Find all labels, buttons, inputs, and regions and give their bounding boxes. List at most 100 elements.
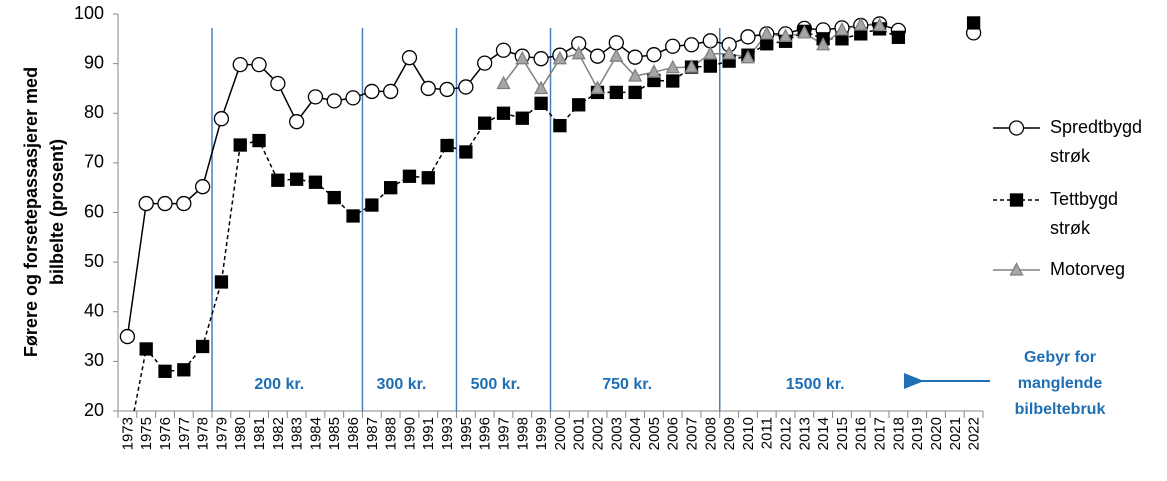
point — [722, 45, 737, 60]
x-tick-label: 1984 — [307, 417, 324, 450]
point — [402, 169, 417, 183]
point — [553, 119, 567, 133]
point — [533, 51, 549, 67]
point — [609, 48, 624, 62]
x-tick-label: 1973 — [119, 417, 136, 450]
y-tick-label: 30 — [84, 350, 104, 370]
x-tick-label: 1987 — [364, 417, 381, 450]
point — [420, 80, 436, 97]
point — [327, 190, 341, 205]
point — [232, 56, 248, 73]
point — [515, 50, 530, 65]
x-tick-label: 1977 — [176, 417, 193, 450]
point — [760, 37, 774, 51]
point — [683, 37, 700, 53]
point — [308, 175, 323, 189]
point — [158, 364, 172, 378]
point — [797, 24, 812, 39]
x-tick-label: 1998 — [514, 417, 531, 450]
y-axis-label: bilbelte (prosent) — [47, 139, 67, 285]
point — [627, 49, 643, 65]
point — [891, 30, 906, 44]
point — [440, 138, 454, 153]
point — [233, 138, 247, 152]
y-tick-label: 40 — [84, 301, 104, 321]
point — [383, 83, 399, 100]
x-tick-label: 1993 — [439, 417, 456, 450]
x-tick-label: 2021 — [947, 417, 964, 450]
point — [401, 50, 418, 66]
x-tick-label: 2019 — [909, 417, 926, 450]
x-tick-label: 1975 — [138, 417, 155, 450]
x-tick-label: 1986 — [345, 417, 362, 450]
point — [665, 59, 680, 74]
x-tick-label: 2013 — [796, 417, 813, 450]
point — [176, 195, 192, 212]
y-tick-label: 70 — [84, 152, 104, 172]
x-tick-label: 1997 — [495, 417, 512, 450]
y-axis-label: Førere og forsetepassasjerer med — [21, 67, 41, 357]
x-tick-label: 2000 — [552, 417, 569, 450]
point — [213, 111, 230, 127]
y-tick-label: 20 — [84, 400, 104, 420]
y-tick-label: 50 — [84, 251, 104, 271]
x-tick-label: 2016 — [853, 417, 870, 450]
point — [646, 64, 661, 78]
point — [628, 85, 642, 100]
point — [270, 75, 286, 92]
x-tick-label: 2017 — [872, 417, 889, 450]
x-tick-label: 1982 — [270, 417, 287, 450]
point — [251, 56, 267, 73]
point — [646, 47, 662, 63]
point — [177, 363, 191, 377]
legend-marker — [1009, 262, 1024, 276]
point — [684, 59, 699, 73]
x-tick-label: 2001 — [571, 417, 588, 450]
x-tick-label: 1978 — [195, 417, 212, 450]
point — [495, 42, 512, 58]
point — [364, 83, 380, 100]
point — [966, 16, 981, 30]
point — [458, 79, 474, 95]
point — [138, 195, 154, 212]
x-tick-label: 1979 — [213, 417, 230, 450]
x-tick-label: 2008 — [702, 417, 719, 450]
point — [326, 93, 342, 109]
x-tick-label: 2007 — [684, 417, 701, 450]
period-label: 500 kr. — [471, 376, 521, 393]
point — [214, 275, 229, 289]
x-tick-label: 1980 — [232, 417, 249, 450]
x-tick-label: 2003 — [608, 417, 625, 450]
x-tick-label: 1999 — [533, 417, 550, 450]
period-label: 750 kr. — [602, 376, 652, 393]
x-tick-label: 2020 — [928, 417, 945, 450]
point — [157, 195, 173, 212]
x-tick-label: 2015 — [834, 417, 851, 450]
point — [589, 48, 606, 64]
point — [853, 17, 868, 31]
point — [119, 328, 136, 345]
point — [534, 80, 549, 95]
point — [759, 25, 774, 40]
x-tick-label: 1996 — [477, 417, 494, 450]
x-tick-label: 1981 — [251, 417, 268, 450]
point — [834, 21, 850, 36]
point — [740, 29, 756, 45]
point — [139, 342, 153, 356]
x-tick-label: 2004 — [627, 417, 644, 450]
point — [271, 173, 285, 187]
period-label: 1500 kr. — [786, 376, 845, 393]
point — [421, 171, 435, 185]
point — [459, 145, 473, 159]
point — [346, 209, 360, 223]
y-tick-label: 90 — [84, 52, 104, 72]
point — [872, 17, 887, 32]
point — [195, 339, 210, 354]
annotation: Gebyr for — [1024, 349, 1096, 366]
point — [628, 68, 643, 82]
x-tick-label: 1990 — [401, 417, 418, 450]
legend-label: Tettbygd strøk — [1050, 189, 1118, 238]
x-tick-label: 1976 — [157, 417, 174, 450]
x-tick-label: 2006 — [665, 417, 682, 450]
